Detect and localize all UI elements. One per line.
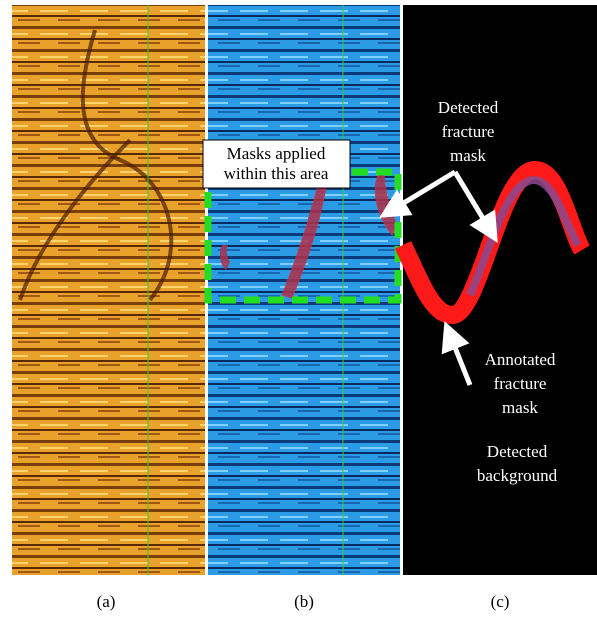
annotation-line: mask <box>502 398 538 417</box>
annotation-line: within this area <box>224 164 329 183</box>
panel-a <box>12 5 205 575</box>
annotation-line: fracture <box>442 122 495 141</box>
annotation-line: Masks applied <box>227 144 326 163</box>
annotation-line: Detected <box>487 442 548 461</box>
caption: (c) <box>491 592 510 611</box>
annotation-line: Annotated <box>485 350 556 369</box>
panel-b <box>208 5 400 575</box>
annotation-line: Detected <box>438 98 499 117</box>
caption: (a) <box>97 592 116 611</box>
annotation-line: fracture <box>494 374 547 393</box>
caption: (b) <box>294 592 314 611</box>
annotation-line: mask <box>450 146 486 165</box>
annotation-line: background <box>477 466 558 485</box>
figure: Masks appliedwithin this area Detected fr… <box>0 0 597 617</box>
